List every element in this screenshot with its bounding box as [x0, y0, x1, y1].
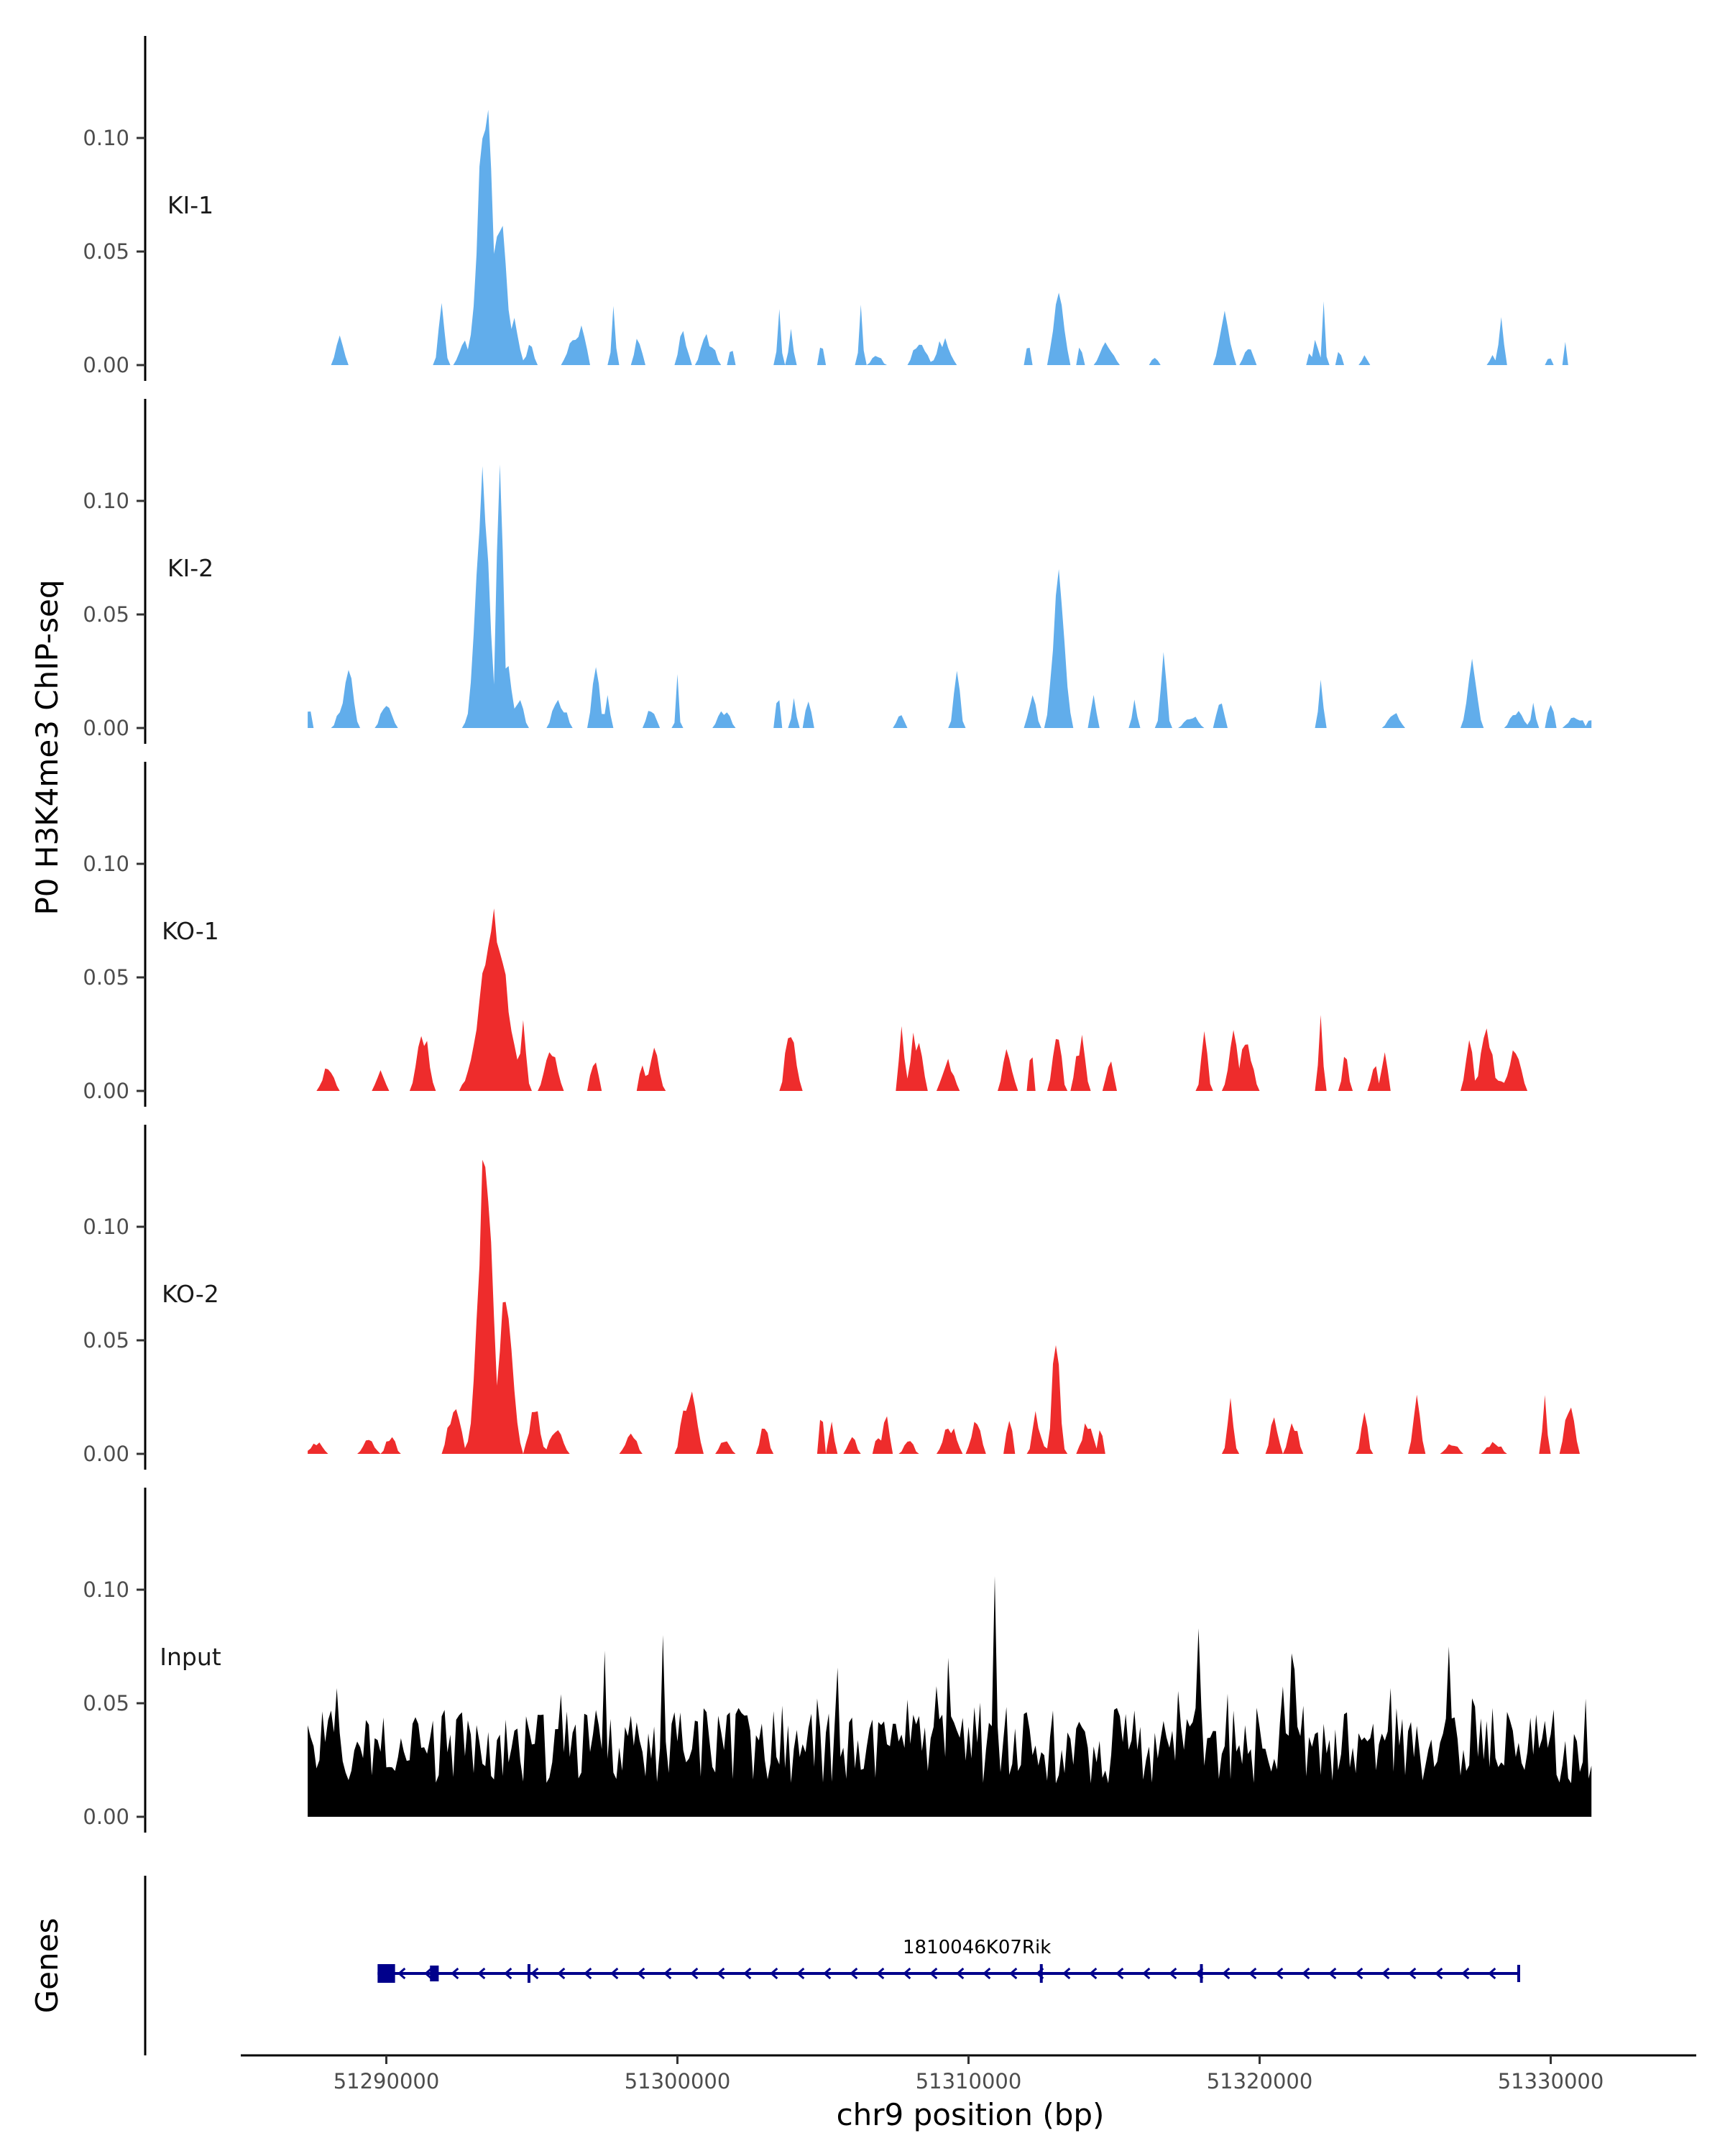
y-tick-label: 0.05 — [83, 1328, 129, 1353]
track-label: KI-2 — [167, 554, 213, 582]
strand-arrow — [397, 1967, 406, 1980]
y-tick-label: 0.10 — [83, 1577, 129, 1602]
coverage-tracks: 0.00 0.05 0.10 KI-1 0.00 0.05 0.10 KI-2 0.00 0.05… — [83, 36, 1592, 1833]
x-tick-label: 51290000 — [334, 2069, 440, 2093]
y-tick-label: 0.10 — [83, 852, 129, 876]
x-tick-label: 51310000 — [916, 2069, 1022, 2093]
x-tick-label: 51300000 — [625, 2069, 731, 2093]
y-tick-label: 0.05 — [83, 239, 129, 264]
strand-arrow — [557, 1967, 566, 1980]
y-tick-label: 0.00 — [83, 716, 129, 740]
gene-exon — [377, 1964, 395, 1983]
x-tick-label: 51320000 — [1207, 2069, 1313, 2093]
strand-arrow — [1142, 1967, 1151, 1980]
strand-arrow — [663, 1967, 672, 1980]
strand-arrow — [584, 1967, 592, 1980]
strand-arrow — [1488, 1967, 1496, 1980]
strand-arrow — [823, 1967, 832, 1980]
y-axis-title: P0 H3K4me3 ChIP-seq — [29, 579, 65, 915]
strand-arrow — [637, 1967, 645, 1980]
strand-arrow — [850, 1967, 858, 1980]
strand-arrow — [1461, 1967, 1470, 1980]
track-ki-1: 0.00 0.05 0.10 KI-1 — [83, 36, 1592, 381]
strand-arrow — [1169, 1967, 1177, 1980]
y-tick-label: 0.05 — [83, 965, 129, 990]
strand-arrow — [743, 1967, 752, 1980]
strand-arrow — [1328, 1967, 1337, 1980]
y-tick-label: 0.10 — [83, 1215, 129, 1239]
strand-arrow — [1009, 1967, 1018, 1980]
strand-arrow — [876, 1967, 885, 1980]
gene-exon — [430, 1966, 439, 1981]
y-tick-label: 0.00 — [83, 1079, 129, 1103]
strand-arrow — [983, 1967, 991, 1980]
strand-arrow — [610, 1967, 619, 1980]
coverage-area-input — [308, 1576, 1592, 1817]
y-tick-label: 0.05 — [83, 1691, 129, 1715]
strand-arrow — [1248, 1967, 1257, 1980]
gene-1810046k07rik: 1810046K07Rik — [377, 1937, 1520, 1983]
strand-arrow — [1381, 1967, 1390, 1980]
strand-arrow — [1062, 1967, 1071, 1980]
y-tick-label: 0.10 — [83, 126, 129, 150]
strand-arrow — [796, 1967, 805, 1980]
strand-arrow — [1222, 1967, 1230, 1980]
strand-arrow — [451, 1967, 459, 1980]
strand-arrow — [1302, 1967, 1310, 1980]
x-axis-title: chr9 position (bp) — [837, 2097, 1105, 2132]
strand-arrow — [504, 1967, 512, 1980]
strand-arrow — [1355, 1967, 1363, 1980]
strand-arrow — [1275, 1967, 1284, 1980]
strand-arrow — [690, 1967, 699, 1980]
track-ko-1: 0.00 0.05 0.10 KO-1 — [83, 762, 1592, 1107]
track-label: KO-1 — [162, 917, 219, 945]
y-tick-label: 0.05 — [83, 602, 129, 627]
strand-arrow — [1116, 1967, 1124, 1980]
gene-name-label: 1810046K07Rik — [903, 1937, 1051, 1958]
x-tick-label: 51330000 — [1498, 2069, 1604, 2093]
x-axis: 51290000 51300000 51310000 51320000 51330000 — [241, 2054, 1696, 2093]
coverage-area-ki-2 — [308, 464, 1592, 728]
strand-arrow — [956, 1967, 965, 1980]
strand-arrow — [1089, 1967, 1098, 1980]
coverage-area-ki-1 — [308, 109, 1592, 366]
track-label: KI-1 — [167, 191, 213, 219]
y-tick-label: 0.00 — [83, 1805, 129, 1829]
genes-track-label: Genes — [29, 1918, 65, 2014]
track-label: KO-2 — [162, 1280, 219, 1308]
y-tick-label: 0.00 — [83, 353, 129, 377]
strand-arrow — [530, 1967, 539, 1980]
coverage-area-ko-1 — [308, 908, 1592, 1091]
track-ki-2: 0.00 0.05 0.10 KI-2 — [83, 399, 1592, 744]
coverage-area-ko-2 — [308, 1159, 1592, 1454]
track-ko-2: 0.00 0.05 0.10 KO-2 — [83, 1125, 1592, 1470]
track-label: Input — [160, 1643, 221, 1671]
strand-arrow — [770, 1967, 778, 1980]
strand-arrow — [424, 1967, 433, 1980]
y-tick-label: 0.00 — [83, 1442, 129, 1466]
track-input: 0.00 0.05 0.10 Input — [83, 1488, 1592, 1833]
strand-arrow — [717, 1967, 725, 1980]
strand-arrow — [903, 1967, 911, 1980]
strand-arrow — [1408, 1967, 1417, 1980]
genes-track: Genes 1810046K07Rik — [29, 1876, 1520, 2055]
strand-arrow — [1435, 1967, 1443, 1980]
y-tick-label: 0.10 — [83, 489, 129, 513]
strand-arrow — [929, 1967, 938, 1980]
strand-arrow — [477, 1967, 486, 1980]
